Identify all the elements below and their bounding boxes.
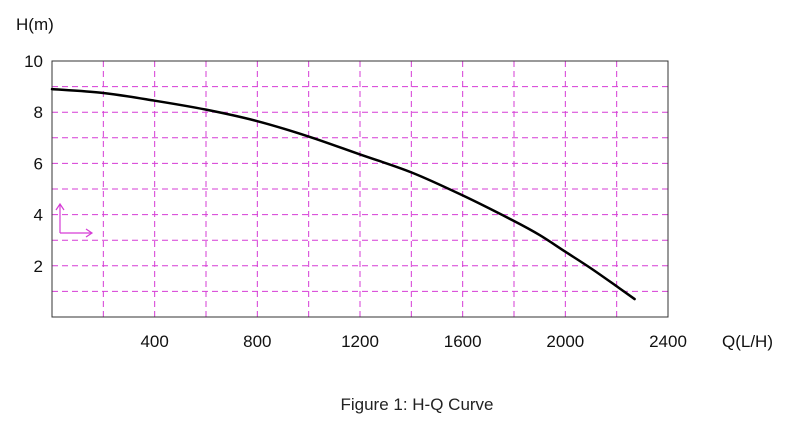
figure-caption: Figure 1: H-Q Curve	[340, 395, 493, 414]
x-tick-label: 1200	[341, 332, 379, 351]
y-tick-label: 10	[24, 52, 43, 71]
y-axis-label: H(m)	[16, 15, 54, 34]
grid	[52, 61, 668, 317]
x-tick-label: 1600	[444, 332, 482, 351]
y-tick-label: 2	[34, 257, 43, 276]
x-tick-label: 2400	[649, 332, 687, 351]
hq-curve-line	[50, 87, 636, 301]
y-tick-labels: 2 4 6 8 10	[24, 52, 43, 276]
x-tick-label: 800	[243, 332, 271, 351]
axes-arrow-icon	[55, 202, 94, 238]
y-tick-label: 8	[34, 103, 43, 122]
x-tick-labels: 400 800 1200 1600 2000 2400	[140, 332, 686, 351]
plot-frame	[51, 60, 669, 318]
x-tick-label: 400	[140, 332, 168, 351]
x-axis-label: Q(L/H)	[722, 332, 773, 351]
y-tick-label: 6	[34, 154, 43, 173]
x-tick-label: 2000	[546, 332, 584, 351]
y-tick-label: 4	[34, 206, 43, 225]
